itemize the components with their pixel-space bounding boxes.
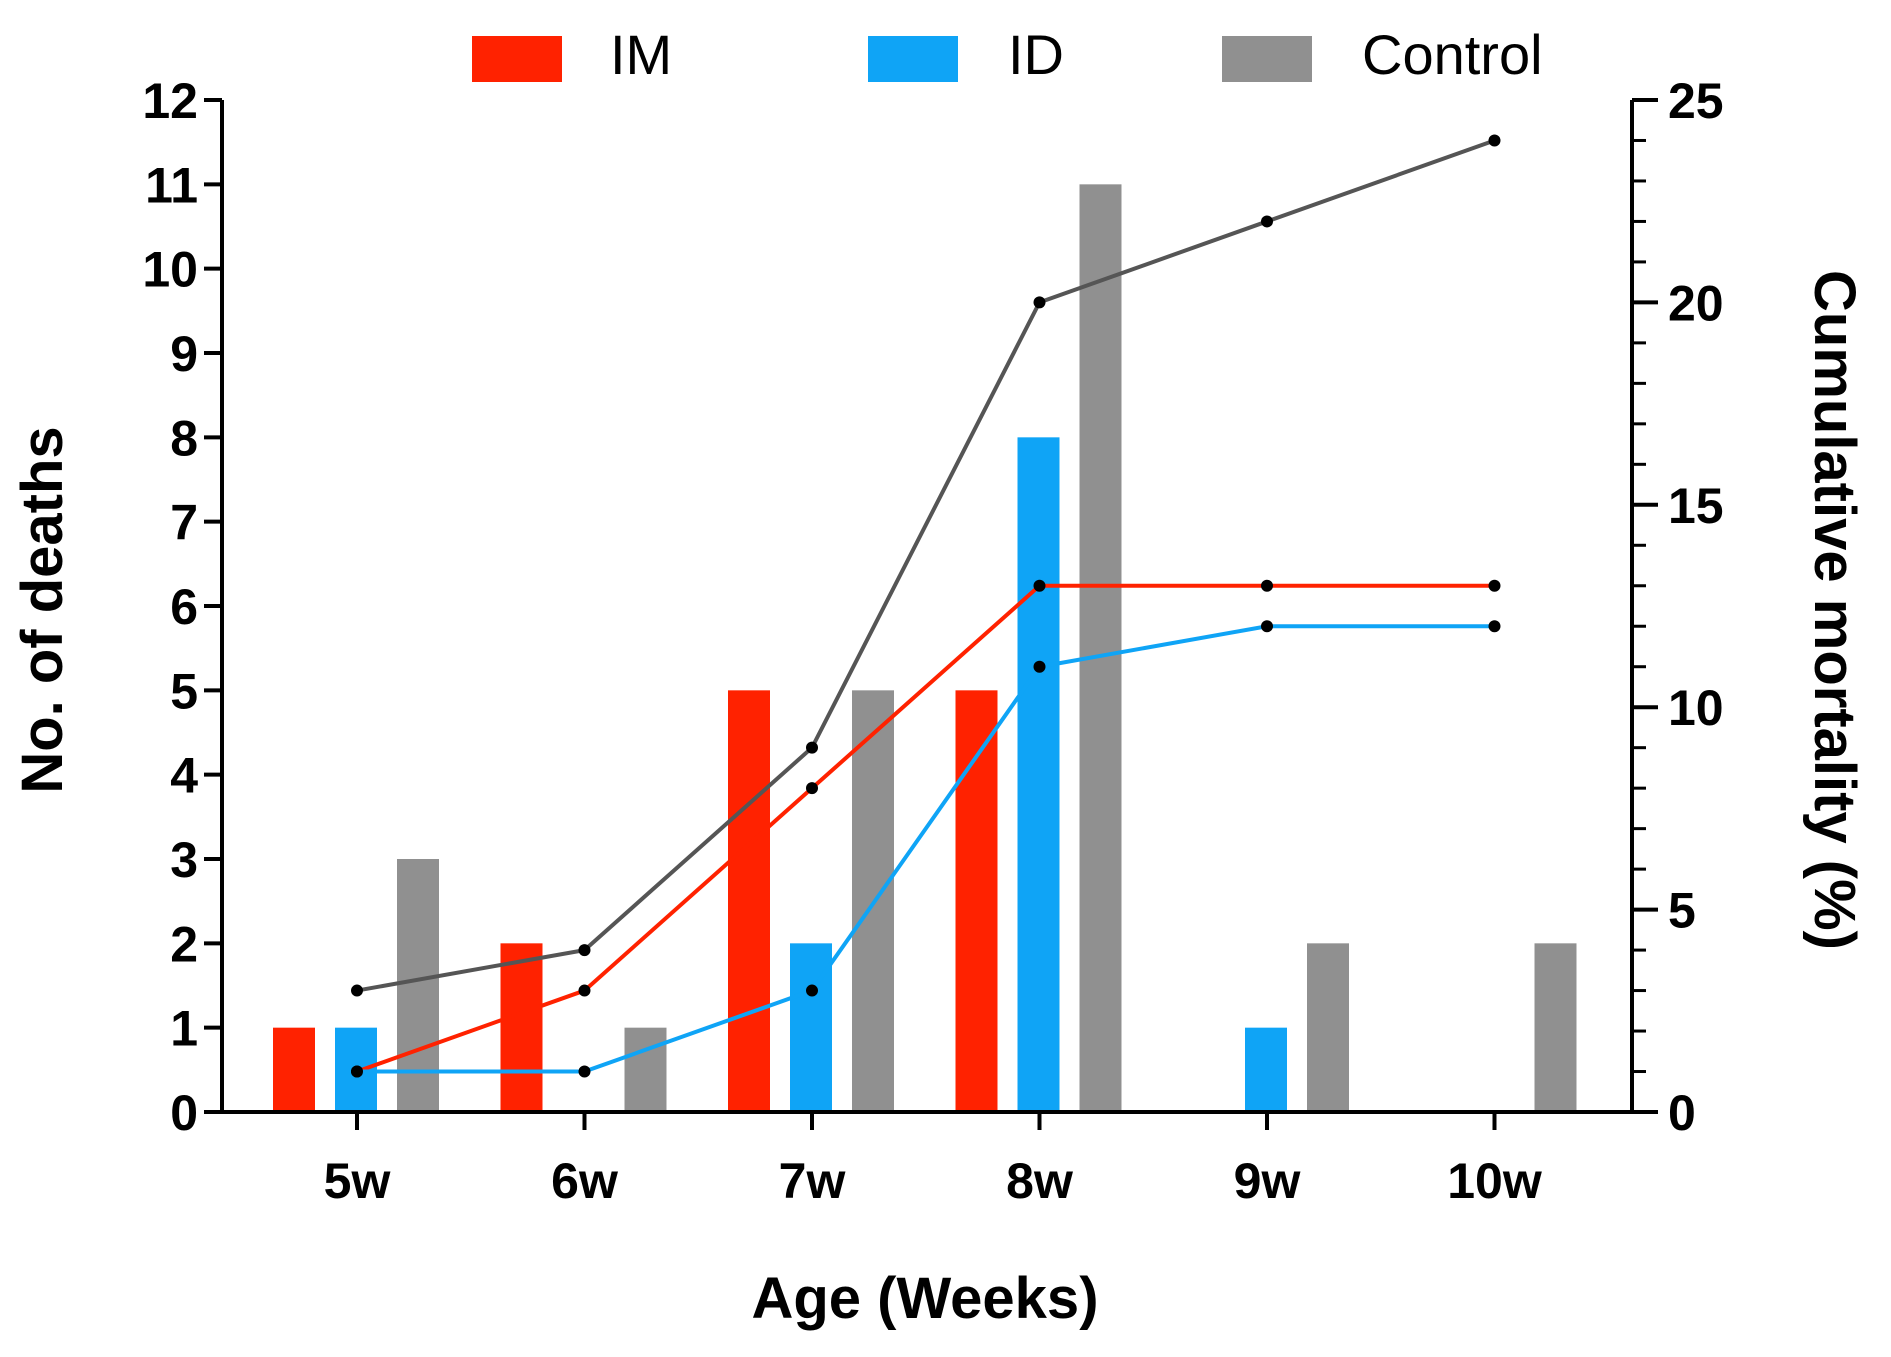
point-control-6w xyxy=(578,944,591,957)
x-tick-label-7w: 7w xyxy=(779,1153,846,1209)
bar-control-6w xyxy=(624,1027,667,1112)
point-id-8w xyxy=(1033,660,1046,673)
y-tick-label-11: 11 xyxy=(145,157,198,213)
y2-tick-label-20: 20 xyxy=(1668,275,1724,331)
y-tick-label-9: 9 xyxy=(170,326,198,382)
legend-swatch-id xyxy=(868,36,958,82)
bar-im-8w xyxy=(955,690,998,1112)
bar-im-6w xyxy=(500,943,543,1112)
point-control-9w xyxy=(1261,215,1273,228)
x-tick-label-6w: 6w xyxy=(551,1153,618,1209)
bars xyxy=(273,184,1577,1113)
y-tick-label-6: 6 xyxy=(170,579,198,635)
point-control-8w xyxy=(1033,296,1046,309)
y2-tick-label-25: 25 xyxy=(1668,73,1724,129)
legend-swatch-im xyxy=(472,36,562,82)
bar-im-5w xyxy=(273,1027,315,1112)
point-im-9w xyxy=(1261,579,1273,592)
y-tick-label-4: 4 xyxy=(170,748,198,804)
y2-tick-label-0: 0 xyxy=(1668,1085,1696,1141)
bar-id-8w xyxy=(1017,437,1060,1112)
bar-id-9w xyxy=(1245,1027,1287,1112)
x-tick-label-9w: 9w xyxy=(1234,1153,1301,1209)
bar-control-10w xyxy=(1534,943,1577,1112)
line-control xyxy=(356,138,1496,993)
legend-label-id: ID xyxy=(1008,23,1064,86)
bar-control-9w xyxy=(1307,943,1349,1112)
legend-label-im: IM xyxy=(610,23,672,86)
x-axis-title: Age (Weeks) xyxy=(751,1266,1098,1331)
line-id xyxy=(357,624,1495,1074)
point-id-6w xyxy=(578,1065,591,1078)
axes xyxy=(204,98,1658,1130)
y-tick-label-12: 12 xyxy=(142,73,198,129)
point-control-10w xyxy=(1488,134,1501,147)
point-control-7w xyxy=(806,741,818,754)
point-im-6w xyxy=(578,984,591,997)
x-tick-label-8w: 8w xyxy=(1006,1153,1073,1209)
line-im xyxy=(356,583,1495,1074)
y-tick-label-10: 10 xyxy=(142,242,198,298)
point-id-9w xyxy=(1261,620,1273,633)
y-tick-label-1: 1 xyxy=(170,1001,198,1057)
bar-control-8w xyxy=(1079,184,1122,1113)
cumulative-lines xyxy=(351,134,1501,1078)
point-control-5w xyxy=(351,984,363,997)
y2-tick-label-15: 15 xyxy=(1668,478,1724,534)
legend: IM ID Control xyxy=(472,23,1543,86)
y2-tick-label-5: 5 xyxy=(1668,883,1696,939)
legend-label-control: Control xyxy=(1362,23,1543,86)
point-im-10w xyxy=(1488,579,1501,592)
y2-axis-title: Cumulative mortality (%) xyxy=(1802,270,1867,950)
y-tick-label-0: 0 xyxy=(170,1085,198,1141)
bar-im-7w xyxy=(728,690,770,1112)
point-im-7w xyxy=(806,782,818,795)
point-im-8w xyxy=(1033,579,1046,592)
y-tick-label-5: 5 xyxy=(170,663,198,719)
legend-swatch-control xyxy=(1222,36,1312,82)
y-tick-label-2: 2 xyxy=(170,916,198,972)
y-tick-label-3: 3 xyxy=(170,832,198,888)
y-tick-label-7: 7 xyxy=(170,495,198,551)
point-id-5w xyxy=(351,1065,363,1078)
point-id-10w xyxy=(1488,620,1501,633)
bar-control-5w xyxy=(397,859,439,1112)
point-id-7w xyxy=(806,984,818,997)
y-tick-label-8: 8 xyxy=(170,410,198,466)
x-tick-label-10w: 10w xyxy=(1447,1153,1542,1209)
y2-tick-label-10: 10 xyxy=(1668,680,1724,736)
x-tick-label-5w: 5w xyxy=(324,1153,391,1209)
y-axis-title: No. of deaths xyxy=(10,426,75,793)
